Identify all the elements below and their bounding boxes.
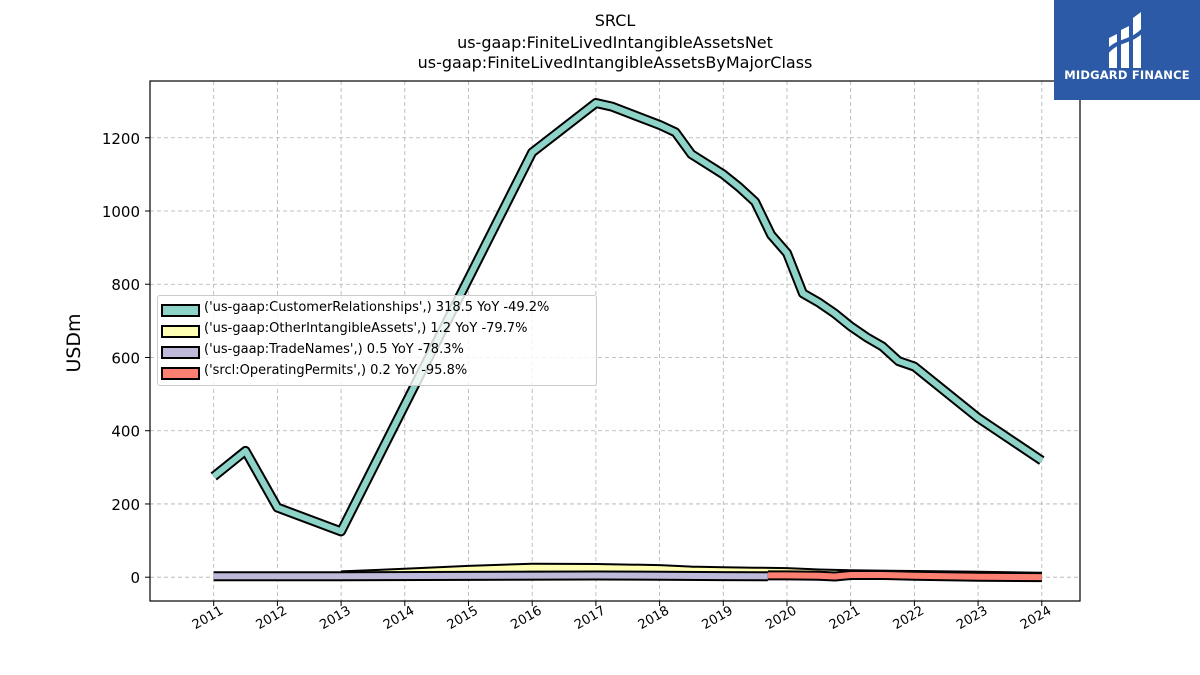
x-tick-label: 2017 — [572, 603, 608, 633]
chart-title-ticker: SRCL — [594, 11, 636, 30]
legend-item: ('srcl:OperatingPermits',) 0.2 YoY -95.8… — [158, 362, 596, 382]
x-tick-label: 2024 — [1018, 603, 1054, 633]
x-tick-label: 2022 — [891, 603, 927, 633]
brand-logo-text: MIDGARD FINANCE — [1064, 68, 1190, 82]
series-line — [211, 100, 1044, 535]
legend-label: ('us-gaap:CustomerRelationships',) 318.5… — [204, 300, 550, 315]
y-tick-label: 600 — [111, 349, 140, 367]
legend-swatch — [161, 346, 200, 359]
x-tick-label: 2023 — [954, 603, 990, 633]
legend-label: ('srcl:OperatingPermits',) 0.2 YoY -95.8… — [204, 363, 468, 378]
y-tick-label: 0 — [130, 569, 140, 587]
legend-item: ('us-gaap:OtherIntangibleAssets',) 1.2 Y… — [158, 320, 596, 340]
x-tick-label: 2011 — [190, 603, 226, 633]
x-tick-label: 2018 — [636, 603, 672, 633]
y-tick-label: 800 — [111, 276, 140, 294]
series-line — [767, 572, 1042, 581]
legend-label: ('us-gaap:OtherIntangibleAssets',) 1.2 Y… — [204, 321, 528, 336]
x-tick-label: 2021 — [827, 603, 863, 633]
chart-title-concept: us-gaap:FiniteLivedIntangibleAssetsNet — [457, 33, 773, 52]
brand-logo: MIDGARD FINANCE — [1054, 0, 1200, 100]
chart-title-class: us-gaap:FiniteLivedIntangibleAssetsByMaj… — [417, 53, 813, 72]
x-tick-label: 2016 — [508, 603, 544, 633]
x-tick-label: 2013 — [317, 603, 353, 633]
legend-swatch — [161, 325, 200, 338]
legend-label: ('us-gaap:TradeNames',) 0.5 YoY -78.3% — [204, 342, 464, 357]
y-tick-label: 1000 — [102, 203, 140, 221]
legend-item: ('us-gaap:TradeNames',) 0.5 YoY -78.3% — [158, 341, 596, 361]
plot-frame — [149, 80, 1081, 602]
logo-mark-icon — [1105, 12, 1147, 68]
x-tick-label: 2012 — [254, 603, 290, 633]
y-tick-label: 1200 — [102, 130, 140, 148]
chart-legend: ('us-gaap:CustomerRelationships',) 318.5… — [157, 295, 597, 386]
x-tick-label: 2019 — [700, 603, 736, 633]
legend-swatch — [161, 367, 200, 380]
y-tick-label: 400 — [111, 423, 140, 441]
x-tick-label: 2020 — [763, 603, 799, 633]
x-tick-label: 2015 — [445, 603, 481, 633]
plot-series — [210, 98, 1045, 583]
legend-item: ('us-gaap:CustomerRelationships',) 318.5… — [158, 299, 596, 319]
legend-swatch — [161, 304, 200, 317]
y-axis-label: USDm — [63, 313, 85, 372]
y-tick-label: 200 — [111, 496, 140, 514]
series-line — [213, 572, 768, 580]
y-axis-ticks: 0 200 400 600 800 1000 1200 — [102, 130, 150, 587]
x-tick-label: 2014 — [381, 603, 417, 633]
x-axis-ticks: 2011 2012 2013 2014 2015 2016 2017 2018 2019 2020… — [190, 601, 1054, 633]
